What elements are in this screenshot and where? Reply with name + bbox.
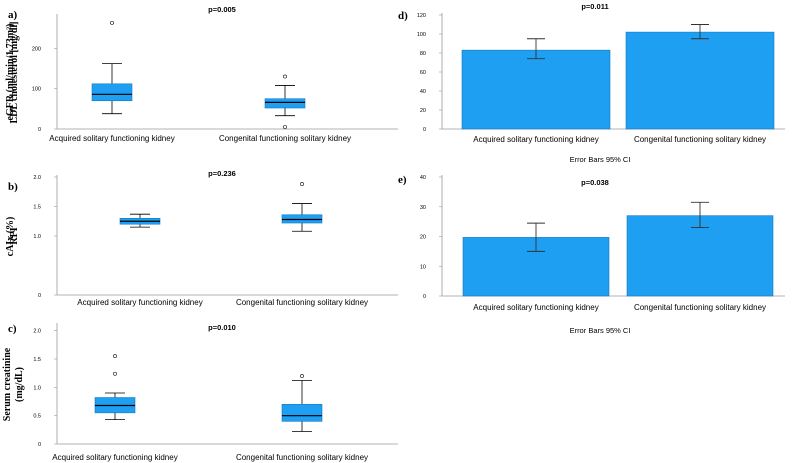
category-label: Acquired solitary functioning kidney [473, 135, 598, 144]
outlier-point [300, 182, 304, 186]
y-axis-label-line: Serum creatinine [2, 347, 13, 421]
outlier-point [283, 74, 287, 79]
y-tick-label: 60 [420, 70, 426, 76]
y-axis-label-line: (mg/dL) [14, 367, 25, 402]
panel-letter: e) [398, 174, 407, 186]
category-label: Congenital functioning solitary kidney [634, 303, 766, 312]
y-tick-label: 1.5 [33, 205, 41, 211]
panel-b: 0 1.0 1.5 2.0 b) p=0.236 RPI Acquired solitary … [8, 169, 398, 307]
category-label: Congenital functioning solitary kidney [236, 298, 368, 307]
outlier-point [110, 20, 114, 25]
y-axis-label: eGFR (ml/min/1.73m²) [5, 24, 16, 121]
error-bars-note: Error Bars 95% CI [570, 155, 631, 164]
category-label: Congenital functioning solitary kidney [219, 134, 351, 143]
box-1 [119, 213, 161, 228]
y-axis-label: Serum creatinine(mg/dL) [2, 347, 25, 421]
error-bars-note: Error Bars 95% CI [570, 326, 631, 335]
y-tick-label: 20 [420, 235, 426, 241]
y-tick-label: 2.0 [33, 329, 41, 335]
panel-letter: d) [398, 10, 408, 22]
category-label: Acquired solitary functioning kidney [49, 134, 174, 143]
panel-letter: a) [8, 9, 18, 21]
y-tick-label: 200 [32, 46, 41, 52]
y-tick-label: 40 [420, 89, 426, 95]
outlier-point [113, 371, 117, 376]
y-tick-label: 40 [420, 175, 426, 181]
y-tick-label: 80 [420, 51, 426, 57]
y-tick-label: 1.0 [33, 385, 41, 391]
panel-e: 0 10 20 30 40 e) p=0.038 cAIx (%) Acquired solit… [5, 174, 785, 335]
category-label: Acquired solitary functioning kidney [77, 298, 202, 307]
y-tick-label: 0.5 [33, 414, 41, 420]
outlier-point [283, 125, 287, 129]
category-label: Congenital functioning solitary kidney [634, 135, 766, 144]
bar [625, 31, 775, 130]
category-label: Congenital functioning solitary kidney [236, 453, 368, 462]
y-tick-label: 2.0 [33, 175, 41, 181]
y-axis-label-line: LDL cholesterol [mg/dl] [9, 21, 20, 123]
y-tick-label: 1.5 [33, 357, 41, 363]
panel-a: 0 100 200 a) p=0.005 LDL cholesterol [mg/dl] A… [8, 5, 398, 143]
box-iqr [281, 404, 323, 422]
y-axis-label: cAIx (%) [5, 217, 16, 257]
y-tick-label: 0 [423, 127, 426, 133]
panel-letter: c) [8, 323, 17, 335]
y-axis-label-line: eGFR (ml/min/1.73m²) [5, 24, 16, 121]
y-tick-label: 0 [38, 442, 41, 448]
outlier-point [113, 354, 117, 359]
panel-c: 0 0.5 1.0 1.5 2.0 c) p=0.010 Serum creatinine(m… [2, 323, 398, 462]
p-value: p=0.005 [208, 5, 236, 14]
bar-2 [626, 201, 774, 297]
p-value: p=0.236 [208, 169, 236, 178]
box-2 [281, 374, 323, 432]
y-axis-label-line: cAIx (%) [5, 217, 16, 257]
y-axis-label: LDL cholesterol [mg/dl] [9, 21, 20, 123]
box-2 [264, 74, 306, 129]
category-label: Acquired solitary functioning kidney [473, 303, 598, 312]
panel-letter: b) [8, 181, 18, 193]
bar [461, 49, 611, 130]
y-axis-label-line: RPI [9, 227, 20, 244]
category-label: Acquired solitary functioning kidney [52, 453, 177, 462]
box-1 [94, 354, 136, 421]
y-tick-label: 10 [420, 264, 426, 270]
y-tick-label: 100 [417, 32, 426, 38]
y-tick-label: 30 [420, 205, 426, 211]
p-value: p=0.038 [581, 178, 609, 187]
y-tick-label: 0 [38, 293, 41, 299]
y-tick-label: 120 [417, 13, 426, 19]
panel-d: 0 20 40 60 80 100 120 d) p=0.011 eGFR (ml/min/1.7… [5, 2, 785, 164]
bar-1 [461, 38, 611, 130]
y-axis-label: RPI [9, 227, 20, 244]
y-tick-label: 1.0 [33, 234, 41, 240]
box-2 [281, 182, 323, 232]
p-value: p=0.011 [581, 2, 608, 11]
box-iqr [264, 98, 306, 109]
bar-2 [625, 24, 775, 130]
y-tick-label: 0 [38, 127, 41, 133]
y-tick-label: 0 [423, 294, 426, 300]
outlier-point [300, 374, 304, 378]
box-iqr [91, 83, 133, 102]
bar-1 [462, 222, 610, 297]
box-1 [91, 20, 133, 115]
y-tick-label: 100 [32, 87, 41, 93]
bar [626, 215, 774, 297]
y-tick-label: 20 [420, 108, 426, 114]
p-value: p=0.010 [208, 323, 236, 332]
